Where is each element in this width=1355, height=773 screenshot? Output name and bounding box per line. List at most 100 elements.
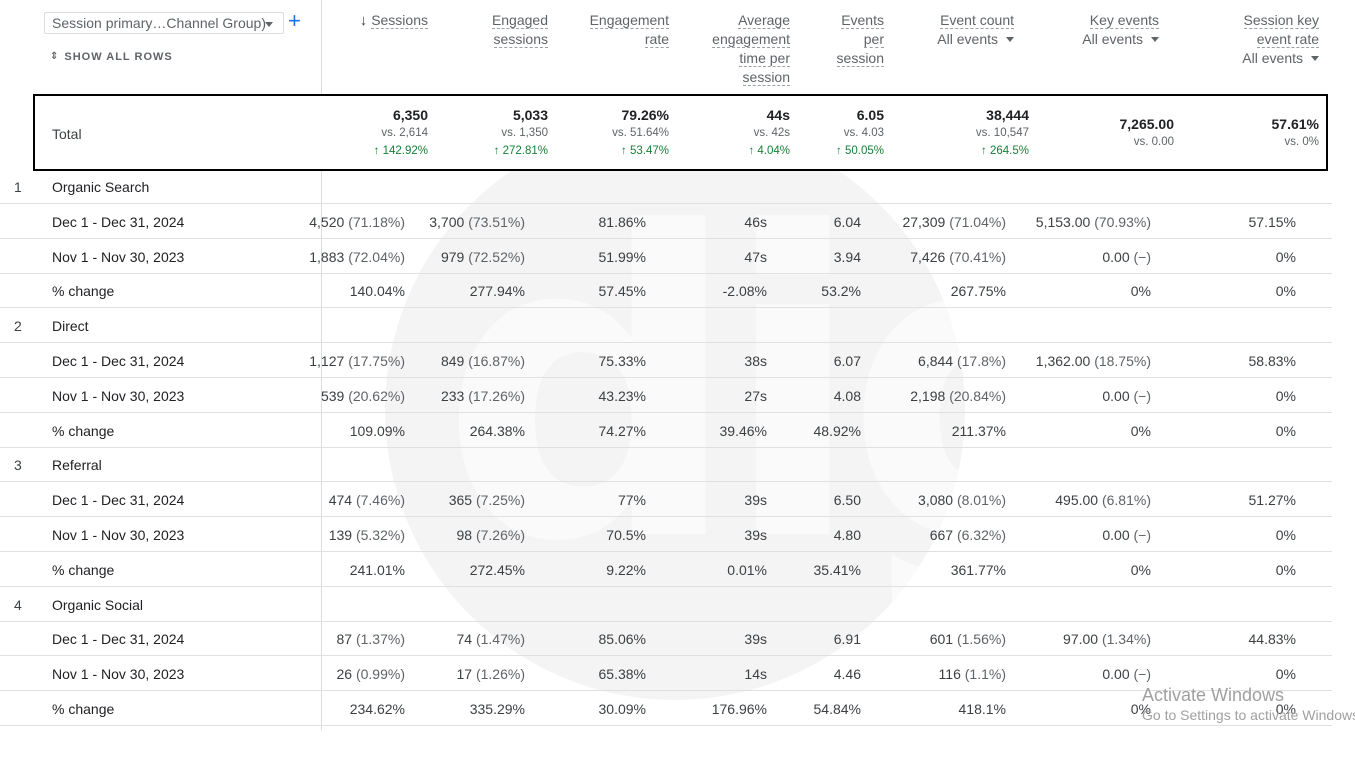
cell-value: 3,700: [429, 213, 465, 230]
row-label: % change: [52, 422, 115, 439]
header-sessions-label: Sessions: [371, 12, 428, 29]
total-avg-value: 44s: [766, 107, 790, 123]
cell-share: (18.75%): [1094, 353, 1151, 369]
header-engaged-sessions[interactable]: Engaged sessions: [491, 11, 548, 49]
cell-ke: 0%: [1131, 423, 1151, 439]
cell-engrate: 43.23%: [599, 388, 646, 404]
key-events-filter[interactable]: All events: [1082, 30, 1159, 49]
cell-engaged: 365 (7.25%): [449, 492, 525, 508]
cell-ec: 601 (1.56%): [930, 631, 1006, 647]
header-key-events[interactable]: Key events All events: [1082, 11, 1159, 49]
cell-value: 74.27%: [598, 422, 646, 439]
cell-value: 2,198: [910, 387, 946, 404]
group-row[interactable]: 3 Referral: [0, 447, 1332, 483]
cell-sker: 51.27%: [1249, 492, 1296, 508]
header-avg-line1: Average: [738, 12, 790, 29]
cell-ke: 5,153.00 (70.93%): [1036, 214, 1151, 230]
row-label: Dec 1 - Dec 31, 2024: [52, 631, 185, 648]
header-event-count[interactable]: Event count All events: [937, 11, 1014, 49]
cell-eps: 4.80: [834, 527, 861, 543]
group-number: 2: [14, 318, 22, 335]
total-ec-compare: vs. 10,547: [975, 127, 1029, 139]
cell-value: 39.46%: [719, 422, 767, 439]
cell-value: 0.00: [1102, 248, 1130, 265]
cell-value: 0.00: [1102, 387, 1130, 404]
cell-share: (0.99%): [355, 666, 405, 683]
show-all-rows-button[interactable]: ⇕ SHOW ALL ROWS: [50, 51, 173, 63]
cell-value: 3,080: [918, 492, 954, 509]
cell-eps: 6.91: [834, 631, 861, 647]
cell-sker: 0%: [1276, 666, 1296, 682]
header-ke-label: Key events: [1089, 12, 1159, 29]
dimension-dropdown[interactable]: Session primary…Channel Group): [44, 12, 284, 34]
cell-engaged: 3,700 (73.51%): [429, 214, 525, 230]
cell-avg: 27s: [744, 388, 767, 404]
cell-eps: 35.41%: [814, 562, 861, 578]
cell-value: 81.86%: [598, 213, 646, 230]
row-label: % change: [52, 701, 115, 717]
cell-sker: 0%: [1276, 249, 1296, 265]
event-count-filter-label: All events: [937, 31, 998, 47]
cell-value: 27,309: [902, 213, 946, 230]
cell-ec: 267.75%: [951, 283, 1006, 299]
cell-engrate: 81.86%: [599, 214, 646, 230]
header-ec-label: Event count: [940, 12, 1014, 29]
table-row: Dec 1 - Dec 31, 2024 87 (1.37%) 74 (1.47%)…: [0, 621, 1332, 657]
row-label: % change: [52, 561, 115, 578]
total-engaged-change: ↑ 272.81%: [493, 145, 548, 157]
cell-value: 53.2%: [821, 283, 861, 300]
cell-value: 418.1%: [958, 701, 1006, 717]
cell-ec: 418.1%: [959, 701, 1006, 717]
cell-value: 0%: [1130, 561, 1151, 578]
total-engaged: 5,033 vs. 1,350 ↑ 272.81%: [494, 106, 548, 160]
cell-value: 233: [440, 387, 465, 404]
cell-value: 74: [456, 631, 473, 648]
cell-value: 44.83%: [1248, 631, 1296, 648]
cell-value: 6.04: [833, 213, 861, 230]
total-sessions-value: 6,350: [392, 107, 428, 123]
cell-avg: 176.96%: [712, 701, 767, 717]
cell-sker: 0%: [1276, 283, 1296, 299]
cell-sessions: 109.09%: [350, 423, 405, 439]
cell-value: 0%: [1275, 666, 1296, 683]
cell-share: (17.26%): [468, 387, 525, 404]
cell-share: (7.26%): [475, 527, 525, 543]
group-name: Organic Search: [52, 179, 150, 195]
session-key-rate-filter[interactable]: All events: [1242, 49, 1319, 68]
cell-sessions: 4,520 (71.18%): [309, 214, 405, 230]
group-row[interactable]: 4 Organic Social: [0, 587, 1332, 622]
cell-value: 474: [328, 492, 353, 509]
cell-avg: 39.46%: [720, 423, 767, 439]
header-engagement-rate[interactable]: Engagement rate: [589, 11, 669, 49]
cell-value: 0%: [1130, 701, 1151, 717]
event-count-filter[interactable]: All events: [937, 30, 1014, 49]
cell-value: 57.15%: [1248, 213, 1296, 230]
cell-value: 57.45%: [598, 283, 646, 300]
header-session-key-event-rate[interactable]: Session key event rate All events: [1242, 11, 1319, 68]
total-eps-change: ↑ 50.05%: [836, 145, 884, 157]
cell-value: 14s: [744, 666, 767, 683]
total-engrate-change: ↑ 53.47%: [621, 145, 669, 157]
group-row[interactable]: 1 Organic Search: [0, 169, 1332, 204]
header-avg-engagement-time[interactable]: Average engagement time per session: [712, 11, 790, 87]
cell-value: 1,362.00: [1035, 353, 1091, 369]
activate-windows-notice: Activate Windows Go to Settings to activ…: [1142, 684, 1355, 724]
cell-share: (1.37%): [355, 631, 405, 648]
cell-value: 77%: [617, 492, 646, 509]
cell-value: 30.09%: [598, 701, 646, 717]
cell-eps: 53.2%: [821, 283, 861, 299]
header-events-per-session[interactable]: Events per session: [836, 11, 884, 68]
cell-ec: 361.77%: [951, 562, 1006, 578]
cell-ke: 0.00 (−): [1102, 388, 1151, 404]
header-sessions[interactable]: ↓ Sessions: [360, 11, 428, 30]
header-avg-line3: time per: [739, 50, 790, 67]
total-sker-compare: vs. 0%: [1284, 136, 1319, 148]
cell-value: 116: [938, 666, 961, 683]
cell-engrate: 30.09%: [599, 701, 646, 717]
total-engaged-value: 5,033: [512, 107, 548, 123]
total-ke-value: 7,265.00: [1119, 116, 1175, 132]
total-eps-value: 6.05: [856, 107, 884, 123]
cell-value: 98: [456, 527, 473, 543]
add-dimension-button[interactable]: +: [288, 8, 301, 33]
group-row[interactable]: 2 Direct: [0, 308, 1332, 344]
